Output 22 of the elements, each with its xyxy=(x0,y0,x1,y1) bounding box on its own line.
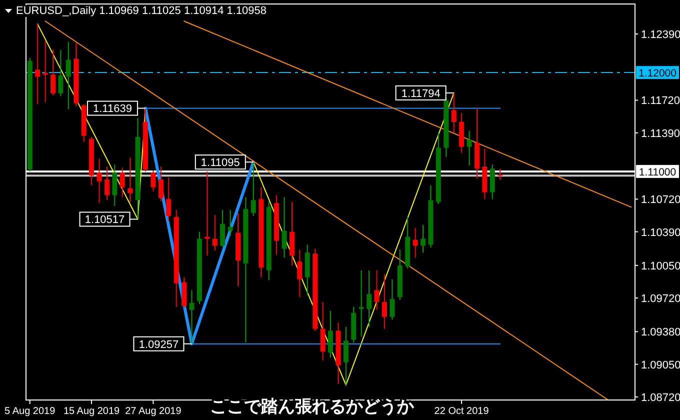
data-label: 1.10517 xyxy=(84,214,125,226)
x-tick-label: 5 Aug 2019 xyxy=(4,406,56,417)
y-tick-label: 1.11390 xyxy=(641,128,680,140)
data-label: 1.11639 xyxy=(93,103,132,116)
data-label: 1.11095 xyxy=(200,157,240,170)
x-tick-label: 27 Aug 2019 xyxy=(125,406,182,417)
y-tick-label: 1.12390 xyxy=(641,28,680,41)
ref-line-label: 1.11000 xyxy=(638,166,676,178)
y-tick-label: 1.10050 xyxy=(641,260,680,272)
chart-title: EURUSD_,Daily 1.10969 1.11025 1.10914 1.10958 xyxy=(16,5,267,17)
y-tick-label: 1.11720 xyxy=(641,95,680,108)
y-tick-label: 1.09050 xyxy=(641,359,680,372)
x-tick-label: 22 Oct 2019 xyxy=(434,406,490,417)
x-tick-label: 15 Aug 2019 xyxy=(63,406,120,417)
ref-line-label: 1.12000 xyxy=(638,68,677,80)
data-label: 1.09257 xyxy=(138,338,179,351)
y-tick-label: 1.09720 xyxy=(641,293,680,306)
y-tick-label: 1.09380 xyxy=(641,326,680,339)
data-label: 1.11794 xyxy=(401,88,440,100)
y-tick-label: 1.10720 xyxy=(641,194,680,206)
y-tick-label: 1.10390 xyxy=(641,226,680,239)
y-tick-label: 1.08720 xyxy=(641,392,680,404)
